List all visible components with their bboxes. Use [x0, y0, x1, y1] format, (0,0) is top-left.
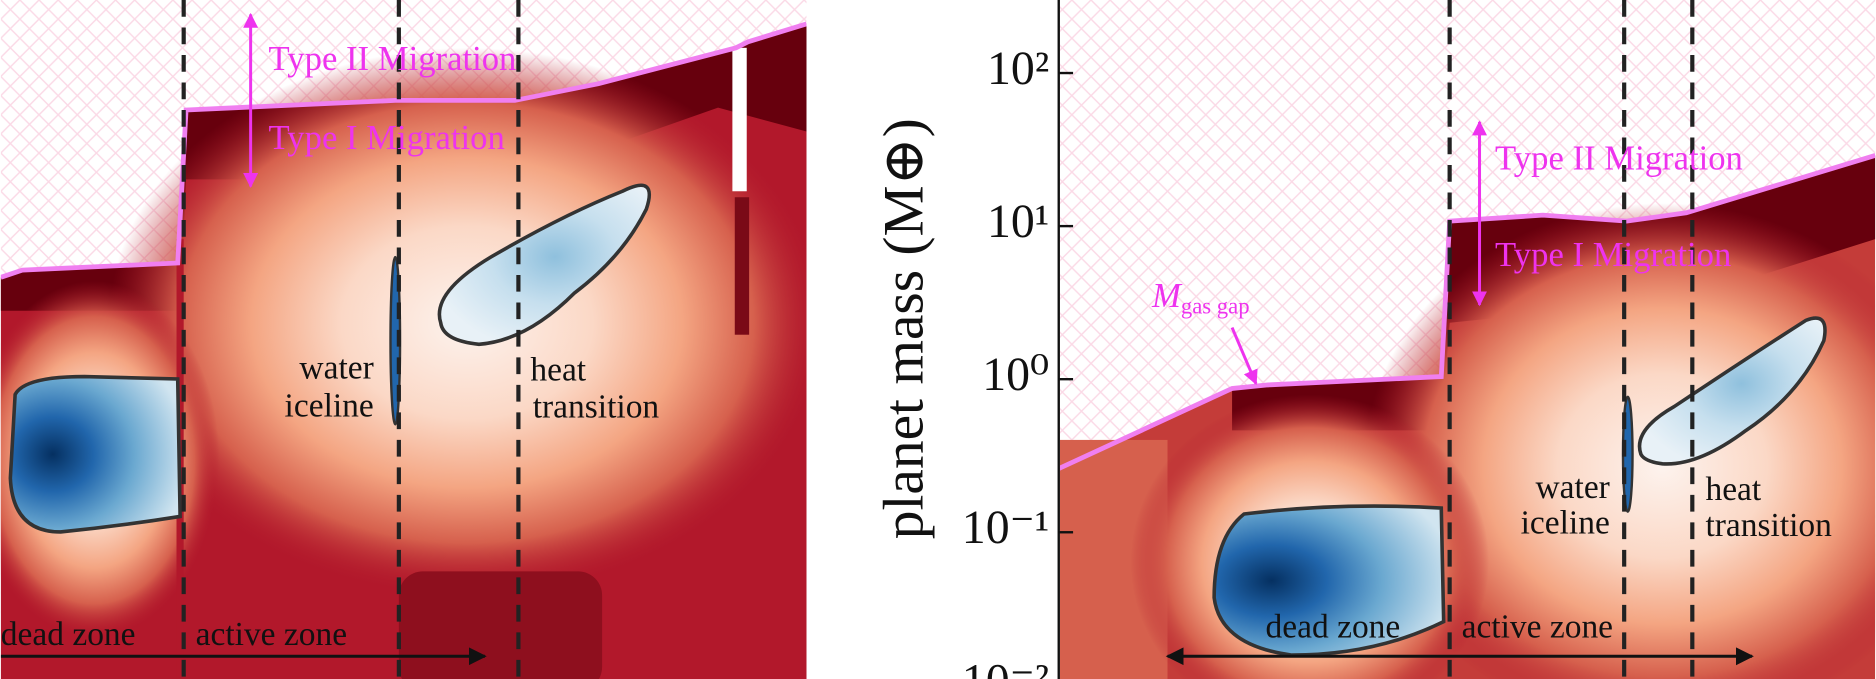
annotation: heat: [530, 352, 586, 389]
annotation: transition: [1705, 507, 1832, 544]
annotation: Type I Migration: [269, 119, 505, 157]
left-panel: [0, 0, 807, 679]
annotation: iceline: [1521, 505, 1610, 542]
annotation: Type I Migration: [1495, 236, 1731, 274]
annotation: transition: [533, 389, 660, 426]
annotation: water: [1535, 469, 1609, 506]
right-panel: [1059, 0, 1876, 679]
annotation: dead zone: [1266, 609, 1401, 646]
annotation: Type II Migration: [1495, 139, 1743, 177]
annotation: water: [299, 349, 373, 386]
annotation: Mgas gap: [1151, 277, 1250, 319]
annotation-symbol: M: [1151, 277, 1183, 315]
annotation: heat: [1705, 471, 1761, 508]
y-tick-label: 10²: [987, 42, 1049, 95]
annotation: Type II Migration: [269, 40, 517, 78]
y-tick-label: 10¹: [987, 195, 1049, 248]
y-tick-label: 10⁻¹: [962, 501, 1049, 554]
y-tick-label: 10⁰: [982, 348, 1049, 401]
annotation: iceline: [285, 388, 374, 425]
annotation: active zone: [1462, 609, 1613, 646]
y-axis-label: planet mass (M⊕): [872, 118, 935, 539]
annotation: dead zone: [1, 616, 136, 653]
y-tick-label: 10⁻²: [962, 654, 1049, 679]
annotation: active zone: [196, 616, 347, 653]
annotation-subscript: gas gap: [1181, 294, 1250, 319]
